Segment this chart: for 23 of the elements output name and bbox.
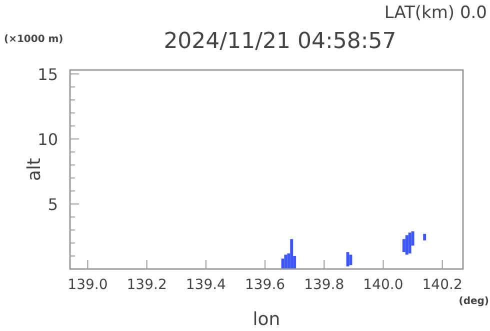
x-tick-label: 139.2 — [126, 277, 167, 293]
chart-subtitle: LAT(km) 0.0 — [384, 3, 487, 23]
bar — [423, 234, 426, 240]
bar — [405, 235, 408, 255]
x-tick-label: 139.6 — [244, 277, 286, 293]
x-tick-label: 140.0 — [363, 277, 404, 293]
text: (×1000 m) — [4, 34, 64, 45]
x-tick-label: 140.2 — [422, 277, 462, 293]
text: (deg) — [458, 296, 489, 307]
x-tick-label: 139.4 — [186, 277, 226, 293]
x-tick-label: 139.0 — [68, 277, 108, 293]
x-axis-title: lon — [252, 309, 280, 330]
bar — [408, 232, 412, 254]
bar — [290, 239, 294, 269]
y-axis-title: alt — [24, 158, 45, 182]
bar — [402, 239, 406, 252]
chart-title: 2024/11/21 04:58:57 — [164, 29, 396, 54]
y-tick-label: 10 — [38, 130, 58, 149]
bar — [349, 254, 352, 266]
y-tick-label: 15 — [38, 64, 58, 84]
y-tick-label: 5 — [48, 194, 58, 214]
bar — [284, 254, 288, 269]
x-tick-label: 139.8 — [304, 277, 344, 293]
